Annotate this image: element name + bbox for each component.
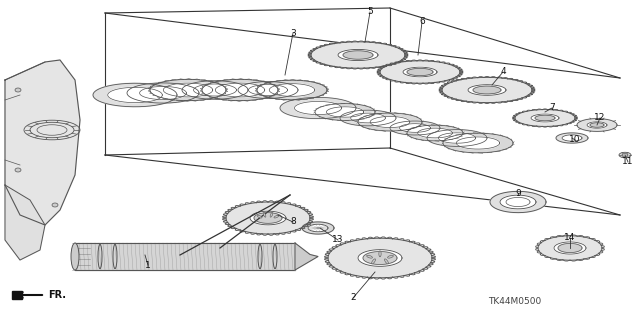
- Polygon shape: [343, 51, 373, 59]
- Polygon shape: [442, 78, 532, 103]
- Polygon shape: [338, 49, 378, 61]
- Polygon shape: [351, 113, 385, 123]
- Polygon shape: [5, 60, 80, 225]
- Polygon shape: [562, 135, 582, 141]
- Polygon shape: [538, 236, 602, 260]
- Ellipse shape: [52, 203, 58, 207]
- Polygon shape: [531, 114, 559, 122]
- Polygon shape: [93, 83, 177, 107]
- Polygon shape: [390, 121, 440, 135]
- Polygon shape: [590, 123, 604, 127]
- Polygon shape: [443, 133, 513, 153]
- Text: 9: 9: [515, 189, 521, 197]
- Text: 5: 5: [367, 8, 373, 17]
- Polygon shape: [202, 79, 278, 100]
- Polygon shape: [302, 222, 334, 234]
- Text: FR.: FR.: [48, 290, 66, 300]
- Polygon shape: [315, 104, 375, 120]
- Polygon shape: [248, 85, 287, 95]
- Polygon shape: [269, 84, 315, 96]
- Ellipse shape: [372, 259, 376, 264]
- Ellipse shape: [367, 255, 372, 258]
- Ellipse shape: [622, 154, 628, 156]
- Polygon shape: [295, 243, 318, 270]
- Polygon shape: [403, 67, 437, 77]
- Polygon shape: [577, 119, 617, 131]
- Polygon shape: [182, 81, 248, 99]
- Polygon shape: [515, 110, 575, 126]
- Polygon shape: [500, 195, 536, 209]
- Polygon shape: [380, 61, 460, 83]
- Polygon shape: [473, 86, 501, 94]
- Text: 10: 10: [569, 136, 580, 145]
- Polygon shape: [150, 79, 226, 100]
- Polygon shape: [438, 133, 476, 143]
- Polygon shape: [280, 97, 356, 119]
- Polygon shape: [407, 125, 463, 141]
- Polygon shape: [418, 128, 452, 138]
- Polygon shape: [358, 113, 422, 131]
- Text: 2: 2: [350, 293, 356, 302]
- Polygon shape: [140, 86, 186, 100]
- Ellipse shape: [15, 88, 21, 92]
- Polygon shape: [238, 82, 298, 98]
- Polygon shape: [226, 202, 310, 234]
- Polygon shape: [328, 238, 432, 278]
- Ellipse shape: [619, 152, 631, 158]
- Text: 6: 6: [419, 18, 425, 26]
- Text: 11: 11: [622, 158, 634, 167]
- Polygon shape: [407, 68, 433, 76]
- Polygon shape: [250, 211, 286, 225]
- Polygon shape: [254, 213, 282, 223]
- Text: 1: 1: [145, 261, 151, 270]
- Polygon shape: [535, 115, 555, 121]
- Text: 12: 12: [595, 114, 605, 122]
- Polygon shape: [340, 110, 396, 126]
- Polygon shape: [370, 116, 410, 128]
- Ellipse shape: [388, 255, 394, 258]
- Text: 7: 7: [549, 103, 555, 113]
- Polygon shape: [308, 224, 328, 232]
- Polygon shape: [358, 250, 402, 266]
- Ellipse shape: [15, 168, 21, 172]
- Ellipse shape: [379, 251, 381, 257]
- Polygon shape: [456, 137, 500, 149]
- Polygon shape: [294, 101, 342, 115]
- Text: 4: 4: [500, 68, 506, 77]
- Polygon shape: [326, 107, 364, 117]
- Polygon shape: [554, 242, 586, 254]
- Polygon shape: [5, 185, 45, 260]
- Polygon shape: [108, 87, 163, 103]
- Polygon shape: [257, 80, 327, 100]
- Polygon shape: [468, 85, 506, 95]
- Polygon shape: [127, 83, 199, 103]
- Polygon shape: [163, 83, 212, 97]
- Polygon shape: [427, 130, 487, 146]
- Polygon shape: [363, 252, 397, 264]
- Polygon shape: [311, 42, 405, 68]
- Polygon shape: [12, 291, 22, 299]
- Polygon shape: [215, 83, 265, 97]
- Text: 14: 14: [564, 234, 576, 242]
- Polygon shape: [75, 243, 295, 270]
- Polygon shape: [399, 124, 431, 132]
- Text: TK44M0500: TK44M0500: [488, 298, 541, 307]
- Polygon shape: [556, 133, 588, 143]
- Polygon shape: [193, 84, 236, 96]
- Ellipse shape: [385, 259, 388, 264]
- Ellipse shape: [263, 212, 266, 217]
- Ellipse shape: [274, 215, 278, 218]
- Text: 3: 3: [290, 28, 296, 38]
- Text: 13: 13: [332, 235, 344, 244]
- Polygon shape: [490, 191, 546, 213]
- Text: 8: 8: [290, 218, 296, 226]
- Ellipse shape: [71, 243, 79, 270]
- Polygon shape: [558, 243, 582, 253]
- Ellipse shape: [257, 215, 262, 218]
- Ellipse shape: [270, 212, 273, 217]
- Polygon shape: [587, 122, 607, 128]
